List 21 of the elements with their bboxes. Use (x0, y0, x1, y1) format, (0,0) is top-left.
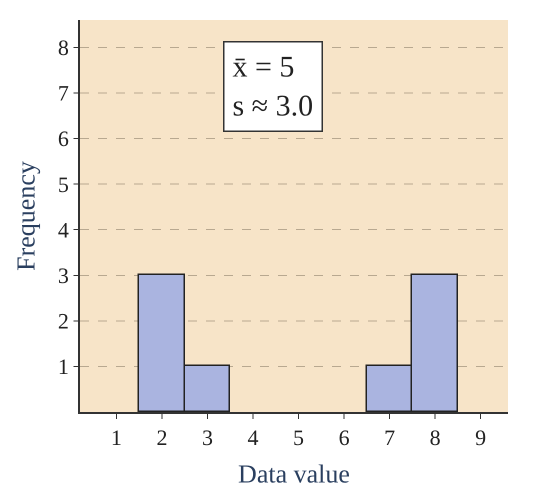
y-tick-label: 4 (58, 217, 69, 242)
y-axis-title: Frequency (12, 161, 41, 271)
x-tick-label: 7 (384, 425, 396, 450)
x-tick-label: 1 (110, 425, 122, 450)
x-tick-label: 9 (475, 425, 486, 450)
y-tick-label: 7 (58, 80, 69, 106)
x-tick-label: 4 (248, 425, 259, 450)
x-tick-label: 3 (202, 425, 213, 450)
y-tick-label: 3 (58, 262, 69, 288)
x-tick-label: 8 (430, 425, 441, 450)
x-tick-label: 5 (293, 425, 304, 450)
annotation: s ≈ 3.0 (232, 90, 314, 122)
y-tick-label: 2 (58, 308, 69, 334)
x-axis-title: Data value (238, 459, 350, 488)
y-tick-label: 8 (58, 35, 69, 60)
y-tick-label: 1 (58, 354, 69, 380)
x-tick-label: 6 (338, 425, 350, 450)
y-tick-label: 5 (58, 172, 69, 197)
y-tick-label: 6 (58, 126, 69, 152)
x-tick-label: 2 (156, 425, 168, 450)
annotation: x̄ = 5 (232, 50, 294, 84)
